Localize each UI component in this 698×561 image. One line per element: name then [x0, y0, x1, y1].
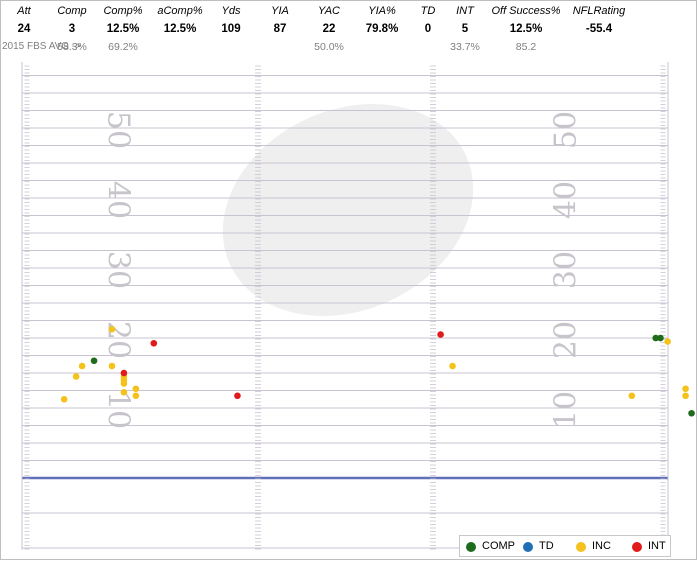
watermark-logo — [222, 104, 474, 316]
legend-label: COMP — [482, 540, 515, 552]
stat-value: 12.5% — [163, 23, 197, 35]
legend-label: TD — [539, 540, 554, 552]
pass-point-inc — [108, 362, 116, 370]
stat-header: Comp — [57, 5, 87, 17]
pass-point-inc — [682, 392, 689, 400]
stat-header: INT — [456, 5, 474, 17]
yard-number-right: 50 — [549, 111, 584, 149]
yard-number-right: 20 — [549, 321, 584, 359]
legend-marker — [466, 542, 476, 552]
stat-header: TD — [420, 5, 436, 17]
yard-number-left: 10 — [101, 391, 136, 429]
yard-number-left: 50 — [101, 111, 136, 149]
stat-average: 50.0% — [314, 41, 344, 53]
yard-number-left: 40 — [101, 181, 136, 219]
pass-point-inc — [628, 392, 636, 400]
pass-point-inc — [682, 385, 689, 393]
stat-value: -55.4 — [585, 23, 613, 35]
stat-average: 85.2 — [515, 41, 537, 53]
yard-number-right: 30 — [549, 251, 584, 289]
pass-point-int — [150, 339, 158, 347]
pass-point-inc — [78, 362, 86, 370]
stat-header: YIA — [271, 5, 289, 17]
stat-header: aComp% — [157, 5, 203, 17]
yard-number-right: 10 — [549, 391, 584, 429]
stat-value: 0 — [424, 23, 432, 35]
stat-value: 12.5% — [509, 23, 543, 35]
pass-point-comp — [657, 334, 664, 342]
pass-point-int — [437, 331, 444, 338]
stat-value: 79.8% — [365, 23, 399, 35]
pass-point-inc — [120, 380, 128, 387]
yard-number-right: 40 — [549, 181, 584, 219]
stat-header: Comp% — [103, 5, 143, 17]
stat-average: 58.3% — [57, 41, 87, 53]
legend-marker — [576, 542, 586, 552]
stat-value: 24 — [17, 23, 31, 35]
stat-header: NFLRating — [572, 5, 626, 17]
pass-point-comp — [90, 357, 98, 365]
pass-point-inc — [132, 392, 140, 400]
pass-point-comp — [652, 334, 659, 342]
legend-label: INT — [648, 540, 666, 552]
pass-point-inc — [108, 325, 116, 333]
stat-header: Off Success% — [491, 5, 561, 17]
pass-point-inc — [132, 385, 140, 393]
pass-point-inc — [664, 338, 671, 345]
yard-number-left: 30 — [101, 251, 136, 289]
stat-value: 22 — [322, 23, 336, 35]
stat-value: 3 — [68, 23, 76, 35]
pass-point-inc — [120, 388, 128, 396]
legend: COMP TD INC INT — [459, 535, 671, 557]
stats-table: Att Comp Comp% aComp% Yds YIA YAC YIA% TD INT Off … — [0, 0, 698, 58]
pass-point-inc — [449, 362, 456, 370]
legend-label: INC — [592, 540, 611, 552]
stat-header: YIA% — [368, 5, 396, 17]
stat-header: Att — [17, 5, 31, 17]
pass-point-comp — [688, 409, 695, 417]
stat-value: 5 — [461, 23, 469, 35]
stat-header: YAC — [317, 5, 340, 17]
yard-number-left: 20 — [101, 321, 136, 359]
stat-average: 69.2% — [108, 41, 138, 53]
stat-average: 33.7% — [450, 41, 480, 53]
stat-value: 109 — [221, 23, 241, 35]
legend-marker — [523, 542, 533, 552]
pass-point-int — [234, 392, 241, 400]
pass-point-int — [120, 369, 128, 377]
stat-header: Yds — [221, 5, 241, 17]
pass-point-inc — [60, 395, 68, 403]
legend-marker — [632, 542, 642, 552]
pass-point-inc — [72, 373, 80, 380]
stat-value: 87 — [273, 23, 287, 35]
average-label: 2015 FBS AVG -> — [2, 41, 82, 52]
stat-value: 12.5% — [106, 23, 140, 35]
